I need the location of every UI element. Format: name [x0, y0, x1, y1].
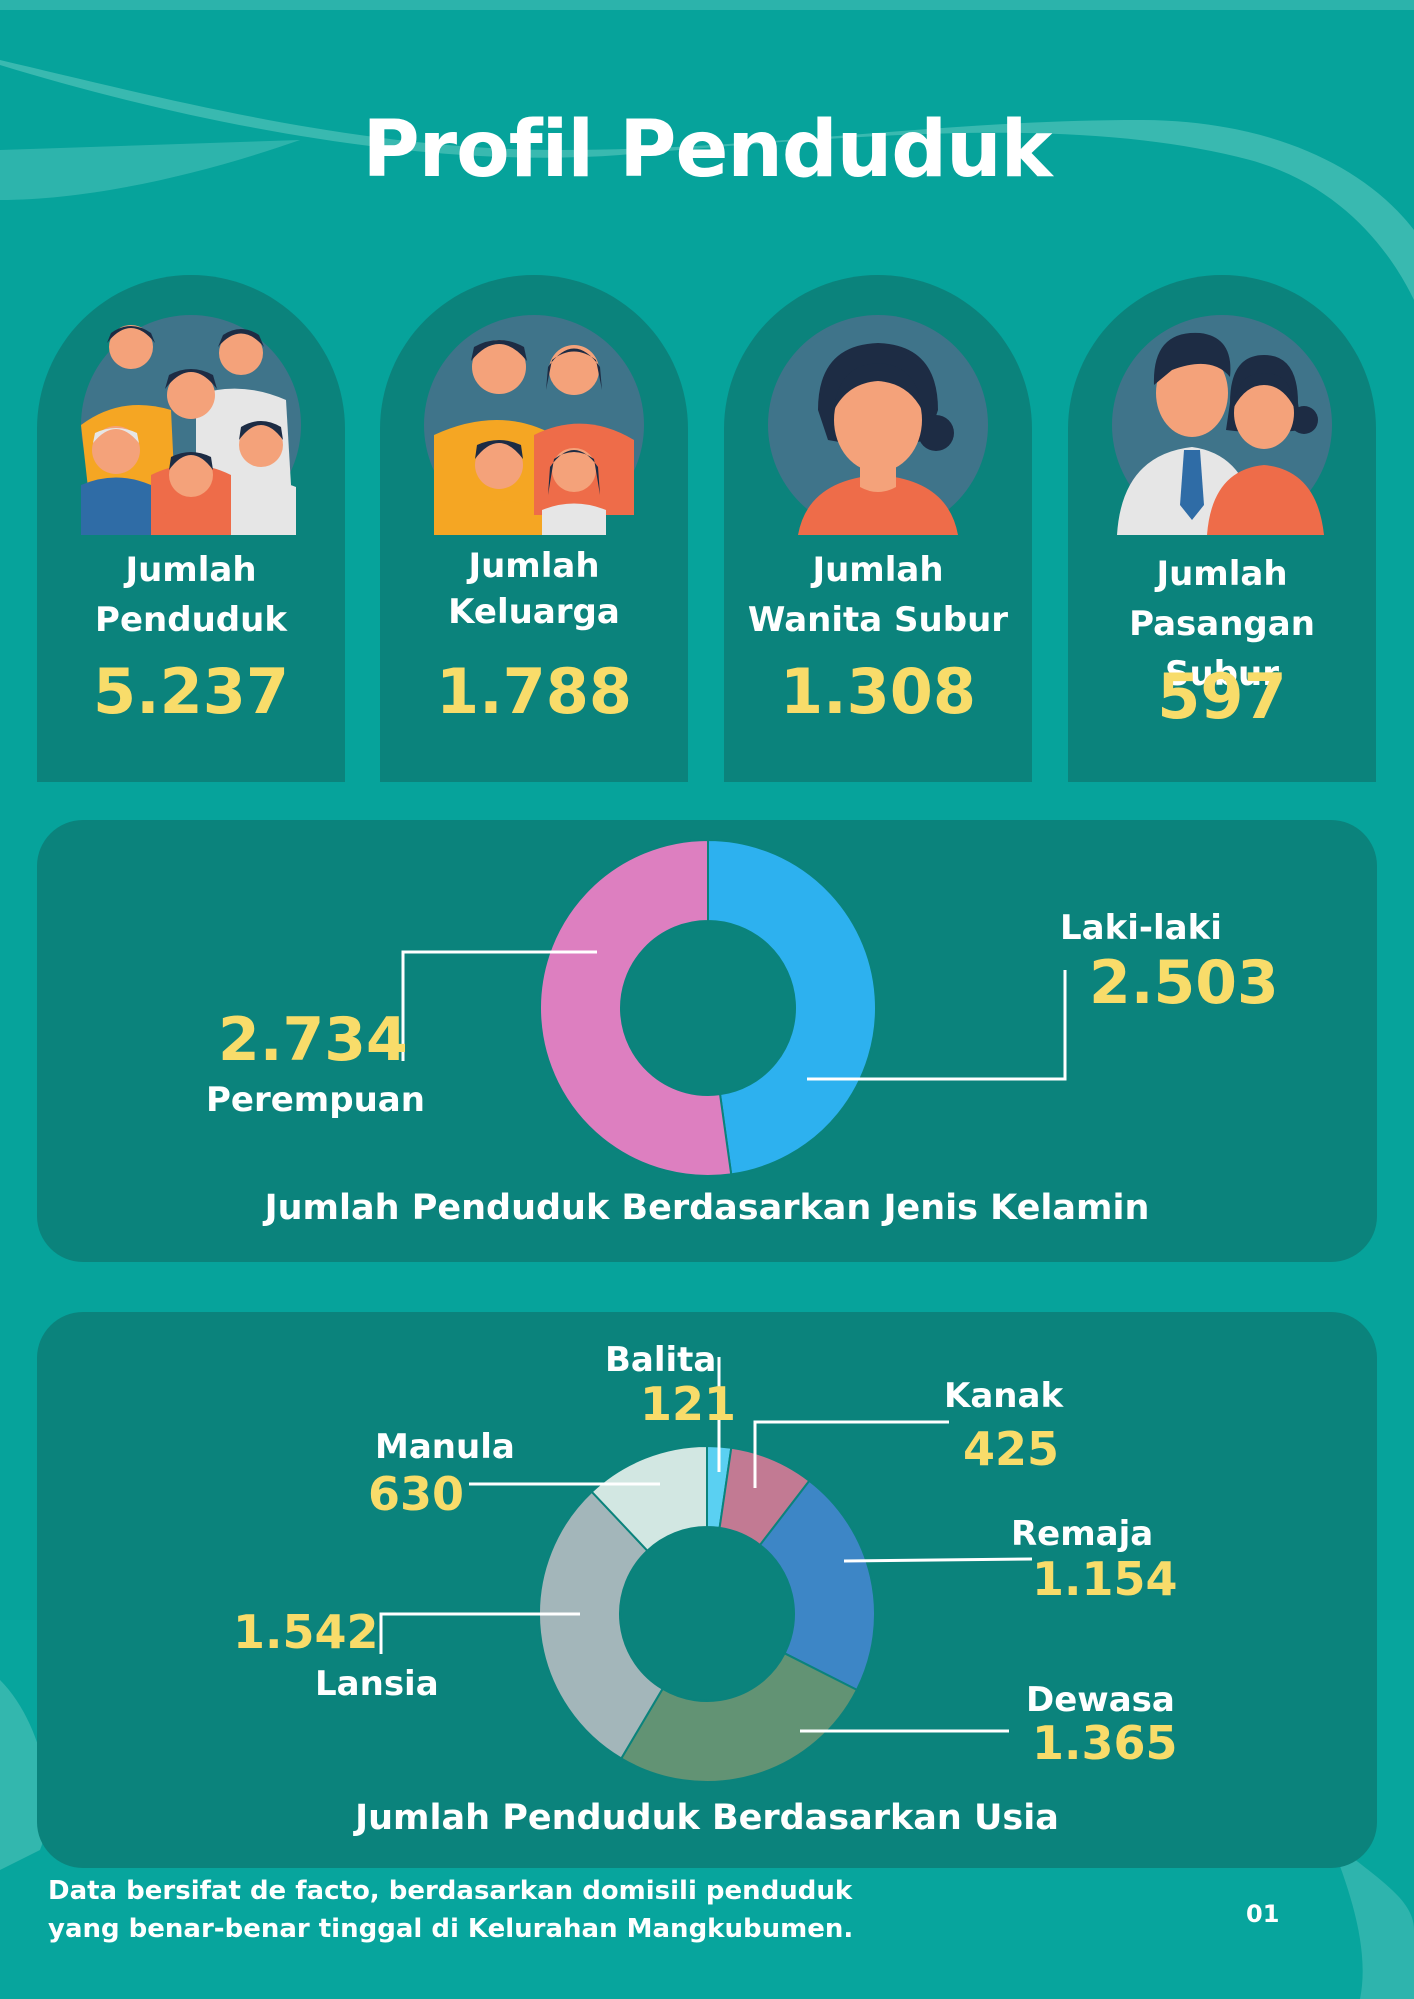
gender-slice-laki-laki: [707, 838, 877, 1176]
balita-value: 121: [640, 1377, 737, 1431]
laki-laki-leader-line: [807, 970, 1067, 1081]
age-donut-chart: [379, 1357, 1033, 1783]
perempuan-leader-line: [401, 950, 597, 1061]
stat-value: 5.237: [92, 655, 290, 728]
stat-card-pasangan-subur: Jumlah Pasangan Subur 597: [1068, 275, 1376, 782]
balita-label: Balita: [605, 1340, 717, 1380]
gender-chart-panel: Laki-laki 2.503 2.734 Perempuan Jumlah P…: [37, 820, 1377, 1262]
laki-laki-label: Laki-laki: [1060, 908, 1222, 948]
dewasa-value: 1.365: [1032, 1716, 1178, 1770]
manula-label: Manula: [375, 1427, 515, 1467]
population-group-icon: [81, 315, 301, 535]
gender-chart-title: Jumlah Penduduk Berdasarkan Jenis Kelami…: [264, 1188, 1150, 1228]
perempuan-value: 2.734: [218, 1005, 408, 1075]
gender-slice-perempuan: [539, 838, 733, 1177]
stat-value: 1.788: [435, 655, 633, 728]
stat-value: 597: [1157, 660, 1287, 733]
lansia-leader-line: [379, 1612, 580, 1654]
kanak-label: Kanak: [944, 1376, 1064, 1416]
stat-card-keluarga: Jumlah Keluarga 1.788: [380, 275, 688, 782]
family-icon: [424, 315, 644, 535]
page-number: 01: [1246, 1900, 1280, 1928]
remaja-value: 1.154: [1032, 1552, 1178, 1606]
age-chart-panel: Balita 121 Kanak 425 Remaja 1.154 Dewasa…: [37, 1312, 1377, 1868]
stat-label: Jumlah Penduduk: [95, 550, 287, 640]
stat-card-wanita-subur: Jumlah Wanita Subur 1.308: [724, 275, 1032, 782]
dewasa-label: Dewasa: [1026, 1680, 1175, 1720]
age-slice-lansia: [538, 1490, 664, 1760]
gender-donut-chart: [401, 838, 1067, 1177]
woman-icon: [768, 315, 988, 535]
age-slice-manula: [590, 1444, 708, 1553]
stat-value: 1.308: [779, 655, 977, 728]
couple-icon: [1112, 315, 1332, 535]
stat-label: Jumlah Pasangan Subur: [1129, 554, 1315, 694]
age-chart-title: Jumlah Penduduk Berdasarkan Usia: [355, 1798, 1059, 1838]
stat-label: Jumlah Keluarga: [448, 546, 620, 632]
kanak-value: 425: [963, 1422, 1060, 1476]
age-slice-remaja: [758, 1479, 876, 1692]
remaja-label: Remaja: [1011, 1514, 1154, 1554]
stat-card-penduduk: Jumlah Penduduk 5.237: [37, 275, 345, 782]
lansia-label: Lansia: [315, 1664, 439, 1704]
lansia-value: 1.542: [233, 1605, 379, 1659]
footnote: Data bersifat de facto, berdasarkan domi…: [48, 1876, 854, 1944]
page-title: Profil Penduduk: [362, 105, 1053, 195]
stat-label: Jumlah Wanita Subur: [747, 550, 1009, 640]
kanak-leader-line: [753, 1420, 949, 1488]
remaja-leader-line: [843, 1557, 1033, 1563]
age-slice-dewasa: [619, 1651, 859, 1783]
laki-laki-value: 2.503: [1089, 948, 1279, 1018]
manula-value: 630: [368, 1467, 465, 1521]
perempuan-label: Perempuan: [206, 1080, 425, 1120]
